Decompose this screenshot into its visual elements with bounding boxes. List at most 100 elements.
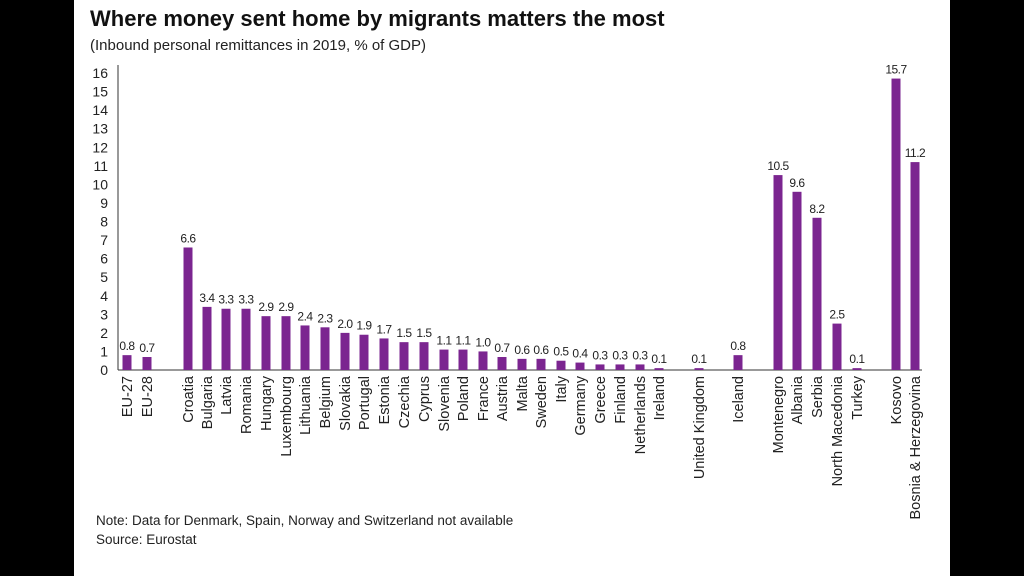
x-tick-label: Lithuania <box>298 375 314 435</box>
bar <box>536 358 546 370</box>
y-tick-label: 6 <box>100 251 108 267</box>
bar <box>419 342 429 370</box>
x-tick-label: EU-27 <box>120 376 136 417</box>
x-tick-label: Sweden <box>534 376 550 428</box>
chart-title: Where money sent home by migrants matter… <box>90 6 665 31</box>
bar <box>812 217 822 370</box>
x-tick-label: Netherlands <box>633 376 649 454</box>
data-label: 11.2 <box>905 146 926 160</box>
bar <box>517 358 527 370</box>
data-label: 0.6 <box>533 343 549 357</box>
y-tick-label: 15 <box>92 84 108 100</box>
bar <box>320 327 330 370</box>
x-tick-label: Romania <box>239 375 255 434</box>
x-tick-label: Serbia <box>810 375 826 418</box>
x-tick-label: Czechia <box>397 375 413 428</box>
x-tick-label: EU-28 <box>140 376 156 417</box>
bar <box>575 362 585 370</box>
chart-source: Source: Eurostat <box>96 532 197 547</box>
data-label: 1.1 <box>455 334 471 348</box>
bar <box>635 364 645 370</box>
data-label: 8.2 <box>809 202 825 216</box>
bar <box>340 332 350 370</box>
x-tick-label: Finland <box>613 376 629 424</box>
x-tick-label: Ireland <box>652 376 668 420</box>
data-label: 1.1 <box>436 334 452 348</box>
y-tick-label: 4 <box>100 288 108 304</box>
bar <box>497 357 507 370</box>
data-label: 0.1 <box>691 352 707 366</box>
data-label: 2.0 <box>337 317 353 331</box>
x-tick-label: Latvia <box>219 375 235 415</box>
data-label: 10.5 <box>767 159 789 173</box>
x-tick-label: Germany <box>573 375 589 435</box>
x-tick-label: Montenegro <box>771 376 787 453</box>
data-label: 3.4 <box>199 291 215 305</box>
data-label: 0.7 <box>139 341 155 355</box>
y-tick-label: 13 <box>92 121 108 137</box>
x-tick-label: United Kingdom <box>692 376 708 479</box>
bar <box>399 342 409 370</box>
x-tick-label: France <box>476 376 492 421</box>
x-tick-label: North Macedonia <box>830 375 846 486</box>
y-tick-label: 3 <box>100 306 108 322</box>
bar <box>852 368 862 370</box>
x-tick-label: Luxembourg <box>279 376 295 457</box>
bar <box>694 368 704 370</box>
x-tick-label: Bosnia & Herzegovina <box>908 375 924 519</box>
bar <box>142 357 152 370</box>
bar <box>458 349 468 370</box>
chart-panel <box>74 0 950 576</box>
bar <box>183 247 193 370</box>
y-tick-label: 16 <box>92 65 108 81</box>
bar <box>615 364 625 370</box>
x-tick-label: Malta <box>515 375 531 411</box>
y-tick-label: 11 <box>93 158 108 174</box>
x-tick-label: Austria <box>495 375 511 421</box>
data-label: 0.4 <box>572 347 588 361</box>
bar <box>832 323 842 370</box>
x-tick-label: Slovenia <box>437 375 453 432</box>
y-tick-label: 14 <box>92 102 108 118</box>
bar <box>439 349 449 370</box>
chart-subtitle: (Inbound personal remittances in 2019, %… <box>90 37 427 54</box>
data-label: 9.6 <box>789 176 805 190</box>
bar <box>891 78 901 370</box>
y-tick-label: 10 <box>92 176 108 192</box>
y-tick-label: 1 <box>100 343 108 359</box>
bar <box>910 162 920 370</box>
data-label: 6.6 <box>180 231 196 245</box>
bar <box>556 360 566 370</box>
data-label: 0.5 <box>553 345 569 359</box>
data-label: 0.8 <box>119 339 135 353</box>
data-label: 1.5 <box>396 326 412 340</box>
x-tick-label: Turkey <box>850 375 866 420</box>
x-tick-label: Italy <box>554 375 570 402</box>
bar <box>478 351 488 370</box>
data-label: 0.8 <box>730 339 746 353</box>
bar <box>300 325 310 370</box>
bar <box>733 355 743 370</box>
bar <box>379 338 389 370</box>
x-tick-label: Portugal <box>357 376 373 430</box>
x-tick-label: Croatia <box>181 375 197 423</box>
bar <box>122 355 132 370</box>
data-label: 0.3 <box>592 348 608 362</box>
data-label: 15.7 <box>885 63 907 77</box>
bar <box>261 316 271 370</box>
data-label: 3.3 <box>218 293 234 307</box>
x-tick-label: Albania <box>790 375 806 424</box>
x-tick-label: Belgium <box>318 376 334 428</box>
data-label: 1.7 <box>376 322 392 336</box>
bar <box>359 334 369 370</box>
data-label: 0.1 <box>651 352 667 366</box>
x-tick-label: Estonia <box>377 375 393 424</box>
y-tick-label: 8 <box>100 214 108 230</box>
data-label: 2.3 <box>317 311 333 325</box>
data-label: 2.9 <box>258 300 274 314</box>
bar <box>202 306 212 370</box>
data-label: 1.0 <box>475 335 491 349</box>
y-tick-label: 0 <box>100 362 108 378</box>
y-tick-label: 5 <box>100 269 108 285</box>
